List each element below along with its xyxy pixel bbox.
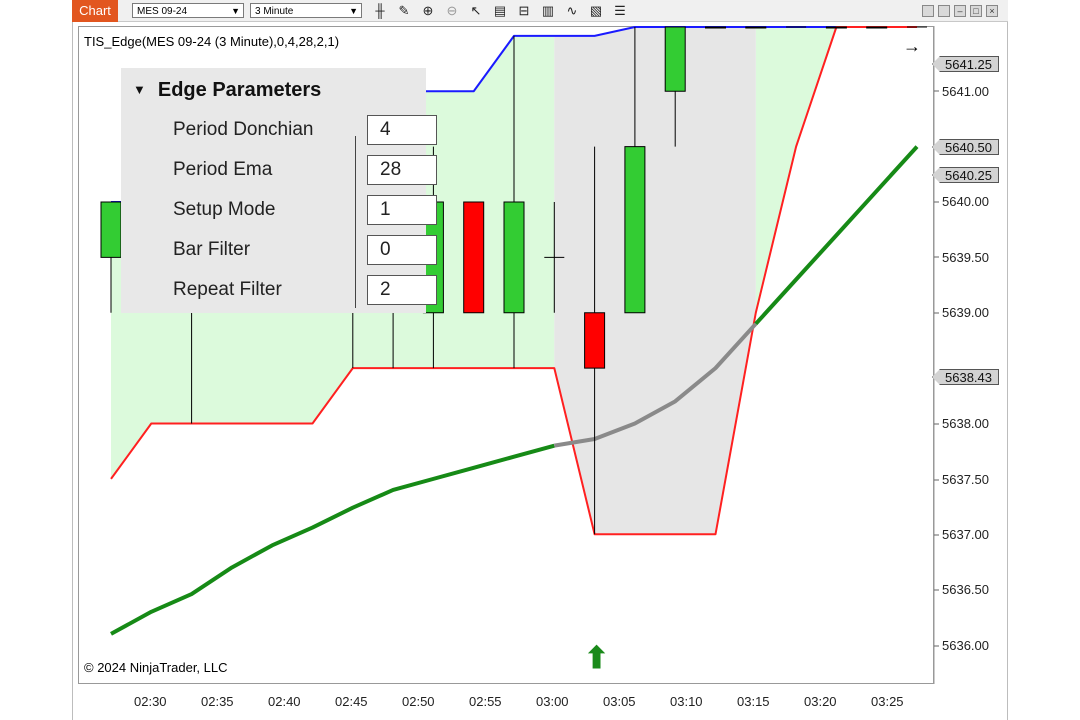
upper-band-price-tag: 5641.25 — [932, 56, 999, 72]
splitter-icon[interactable]: ⊟ — [518, 3, 530, 18]
param-row: Period Ema 28 — [121, 155, 437, 189]
neutral-zone — [554, 27, 756, 535]
chart-toolbar: Chart MES 09-24 ▼ 3 Minute ▼ ╫ ✎ ⊕ ⊖ ↖ ▤… — [72, 0, 1008, 22]
param-row: Setup Mode 1 — [121, 195, 437, 229]
chart-tab[interactable]: Chart — [72, 0, 118, 22]
ema-price-tag: 5638.43 — [932, 369, 999, 385]
y-tick-label: 5640.00 — [942, 194, 989, 209]
param-name: Bar Filter — [173, 239, 251, 260]
param-value-field[interactable]: 2 — [367, 275, 437, 305]
y-tick-label: 5636.50 — [942, 582, 989, 597]
x-tick-label: 02:40 — [268, 694, 301, 709]
data-box-icon[interactable]: ▤ — [493, 3, 507, 18]
x-tick-label: 03:10 — [670, 694, 703, 709]
tile-icon[interactable] — [922, 5, 934, 17]
y-tick-label: 5638.00 — [942, 416, 989, 431]
interval-selector[interactable]: 3 Minute ▼ — [250, 3, 362, 18]
bullish-candle — [664, 26, 686, 92]
zoom-out-icon[interactable]: ⊖ — [446, 3, 458, 18]
long-signal-arrow-icon: ⬆ — [584, 642, 610, 675]
bullish-candle — [503, 201, 525, 314]
copyright-text: © 2024 NinjaTrader, LLC — [84, 660, 228, 675]
pointer-icon[interactable]: ↖ — [470, 3, 482, 18]
param-row: Period Donchian 4 — [121, 115, 437, 149]
x-tick-label: 02:30 — [134, 694, 167, 709]
ema-line — [754, 145, 919, 326]
y-tick-label: 5636.00 — [942, 638, 989, 653]
cascade-icon[interactable] — [938, 5, 950, 17]
y-tick-label: 5639.50 — [942, 250, 989, 265]
x-tick-label: 02:50 — [402, 694, 435, 709]
x-tick-label: 03:20 — [804, 694, 837, 709]
params-title: Edge Parameters — [157, 79, 322, 101]
param-name: Period Ema — [173, 159, 273, 180]
chevron-down-icon: ▼ — [349, 6, 358, 16]
close-icon[interactable]: × — [986, 5, 998, 17]
instrument-value: MES 09-24 — [137, 6, 188, 17]
maximize-icon[interactable]: □ — [970, 5, 982, 17]
x-tick-label: 03:15 — [737, 694, 770, 709]
bearish-candle — [825, 26, 847, 29]
scroll-right-icon[interactable]: → — [903, 36, 921, 56]
bearish-candle — [584, 312, 606, 369]
x-tick-label: 02:45 — [335, 694, 368, 709]
param-row: Repeat Filter 2 — [121, 275, 437, 309]
interval-value: 3 Minute — [255, 6, 294, 17]
y-tick-label: 5637.00 — [942, 527, 989, 542]
ema-line — [110, 443, 555, 636]
bearish-candle — [463, 201, 485, 314]
y-tick-label: 5641.00 — [942, 84, 989, 99]
x-tick-label: 03:00 — [536, 694, 569, 709]
minimize-icon[interactable]: – — [954, 5, 966, 17]
edge-parameters-panel: ▼ Edge Parameters Period Donchian 4 Perio… — [121, 68, 437, 313]
bullish-candle — [100, 201, 122, 258]
x-tick-label: 03:05 — [603, 694, 636, 709]
instrument-selector[interactable]: MES 09-24 ▼ — [132, 3, 244, 18]
x-tick-label: 02:55 — [469, 694, 502, 709]
param-name: Repeat Filter — [173, 279, 282, 300]
list-icon[interactable]: ☰ — [614, 3, 626, 18]
zoom-in-icon[interactable]: ⊕ — [422, 3, 434, 18]
indicators-icon[interactable]: ▥ — [541, 3, 555, 18]
bullish-candle — [624, 146, 646, 314]
params-header[interactable]: ▼ Edge Parameters — [133, 79, 321, 102]
param-value-field[interactable]: 4 — [367, 115, 437, 145]
lower-band-price-tag: 5640.25 — [932, 167, 999, 183]
bullish-candle — [705, 26, 726, 29]
bullish-zone — [755, 27, 917, 313]
param-row: Bar Filter 0 — [121, 235, 437, 269]
properties-icon[interactable]: ▧ — [589, 3, 603, 18]
indicator-label: TIS_Edge(MES 09-24 (3 Minute),0,4,28,2,1… — [84, 34, 340, 49]
param-name: Period Donchian — [173, 119, 314, 140]
param-value-field[interactable]: 28 — [367, 155, 437, 185]
x-tick-label: 03:25 — [871, 694, 904, 709]
params-divider — [355, 136, 356, 308]
param-value-field[interactable]: 1 — [367, 195, 437, 225]
ema-line-neutral — [553, 322, 758, 448]
x-tick-label: 02:35 — [201, 694, 234, 709]
y-tick-label: 5639.00 — [942, 305, 989, 320]
collapse-triangle-icon[interactable]: ▼ — [133, 82, 146, 97]
strategies-icon[interactable]: ∿ — [566, 3, 578, 18]
y-tick-label: 5637.50 — [942, 472, 989, 487]
bullish-candle — [866, 26, 888, 29]
chevron-down-icon: ▼ — [231, 6, 240, 16]
pencil-icon[interactable]: ✎ — [398, 3, 410, 18]
param-value-field[interactable]: 0 — [367, 235, 437, 265]
param-name: Setup Mode — [173, 199, 276, 220]
bar-type-icon[interactable]: ╫ — [375, 3, 385, 18]
last-price-tag: 5640.50 — [932, 139, 999, 155]
bullish-candle — [745, 26, 767, 29]
